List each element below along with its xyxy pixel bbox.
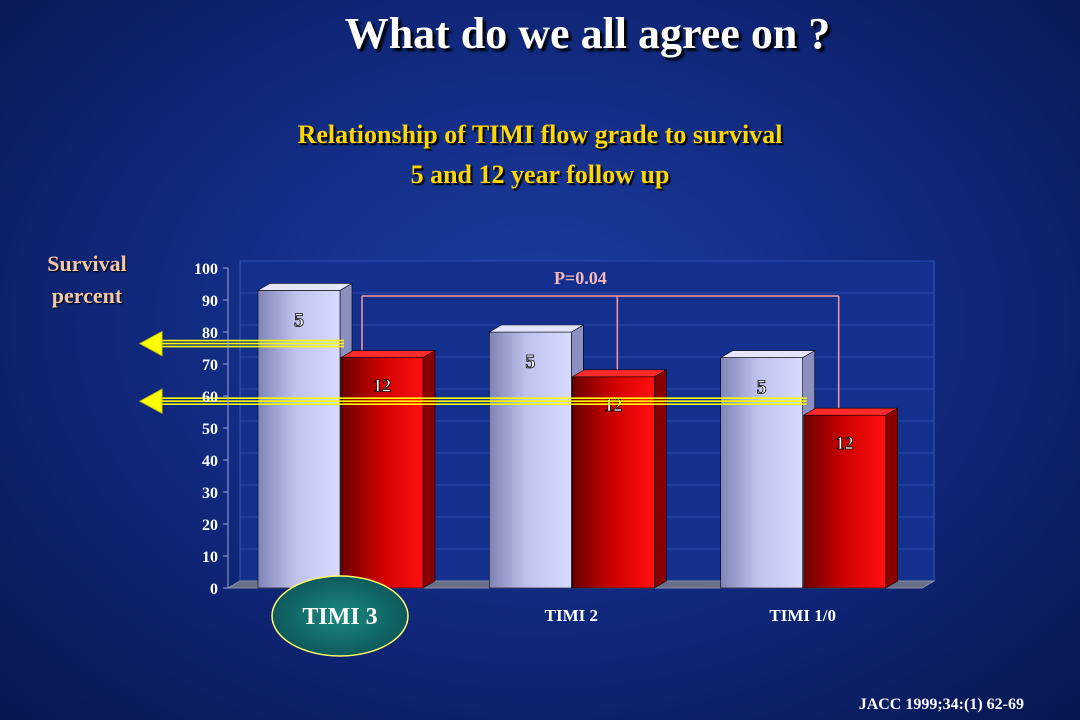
y-tick-label: 0 — [210, 581, 218, 598]
chart-title-line-1: Relationship of TIMI flow grade to survi… — [297, 120, 783, 149]
bar-12-TIMI 1/0 — [803, 414, 886, 589]
bar-12-TIMI 3 — [340, 357, 424, 589]
data-label-12-2: 12 — [836, 433, 854, 453]
bar-side-12-0 — [422, 350, 436, 589]
bar-side-12-1 — [654, 369, 667, 589]
bar-top-5-2 — [719, 350, 816, 358]
data-label-5-2: 5 — [757, 377, 767, 399]
y-tick-label: 70 — [202, 357, 218, 374]
y-tick-label: 10 — [202, 549, 218, 566]
y-tick-label: 90 — [202, 293, 218, 310]
y-tick-label: 30 — [202, 485, 218, 502]
data-label-12-0: 12 — [373, 376, 391, 396]
bar-top-5-0 — [256, 283, 354, 291]
pvalue-annotation: P=0.04 — [554, 268, 607, 288]
data-label-5-0: 5 — [294, 309, 304, 331]
y-axis-label: Survival percent — [47, 251, 127, 308]
bar-5-TIMI 3 — [257, 290, 341, 589]
bar-12-TIMI 2 — [572, 376, 655, 589]
y-tick-label: 80 — [202, 325, 218, 342]
y-tick-label: 50 — [202, 421, 218, 438]
y-tick-label: 60 — [202, 389, 218, 406]
x-tick-label-0: TIMI 3 — [302, 604, 377, 630]
bar-top-12-1 — [571, 369, 668, 378]
bar-5-TIMI 1/0 — [720, 357, 803, 589]
slide-title: What do we all agree on ? — [344, 9, 831, 58]
y-tick-label: 100 — [194, 261, 218, 278]
category-highlight-ellipse — [271, 575, 409, 657]
reference-arrow-head — [138, 388, 163, 415]
reference-arrow-head — [138, 330, 163, 357]
bar-side-12-2 — [885, 407, 898, 589]
bar-top-12-2 — [802, 407, 899, 416]
y-tick-label: 40 — [202, 453, 218, 470]
x-tick-label-2: TIMI 1/0 — [769, 606, 836, 625]
y-tick-label: 20 — [202, 517, 218, 534]
bar-5-TIMI 2 — [489, 331, 572, 589]
bar-top-12-0 — [339, 350, 437, 358]
chart-title-line-2: 5 and 12 year follow up — [410, 160, 670, 189]
x-tick-label-1: TIMI 2 — [545, 606, 598, 625]
citation: JACC 1999;34:(1) 62-69 — [858, 696, 1024, 713]
bar-top-5-1 — [488, 324, 585, 333]
data-label-5-1: 5 — [525, 351, 535, 373]
